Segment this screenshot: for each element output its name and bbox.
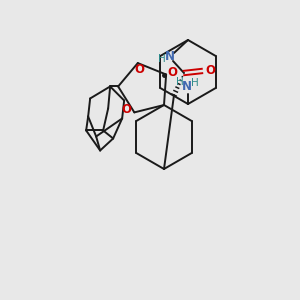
Text: H: H [176, 77, 184, 87]
Text: O: O [167, 66, 177, 79]
Text: H: H [191, 78, 199, 88]
Text: O: O [205, 64, 215, 77]
Text: H: H [158, 54, 166, 64]
Text: N: N [165, 50, 175, 62]
Text: O: O [121, 103, 131, 116]
Text: N: N [182, 80, 192, 94]
Text: O: O [135, 63, 145, 76]
